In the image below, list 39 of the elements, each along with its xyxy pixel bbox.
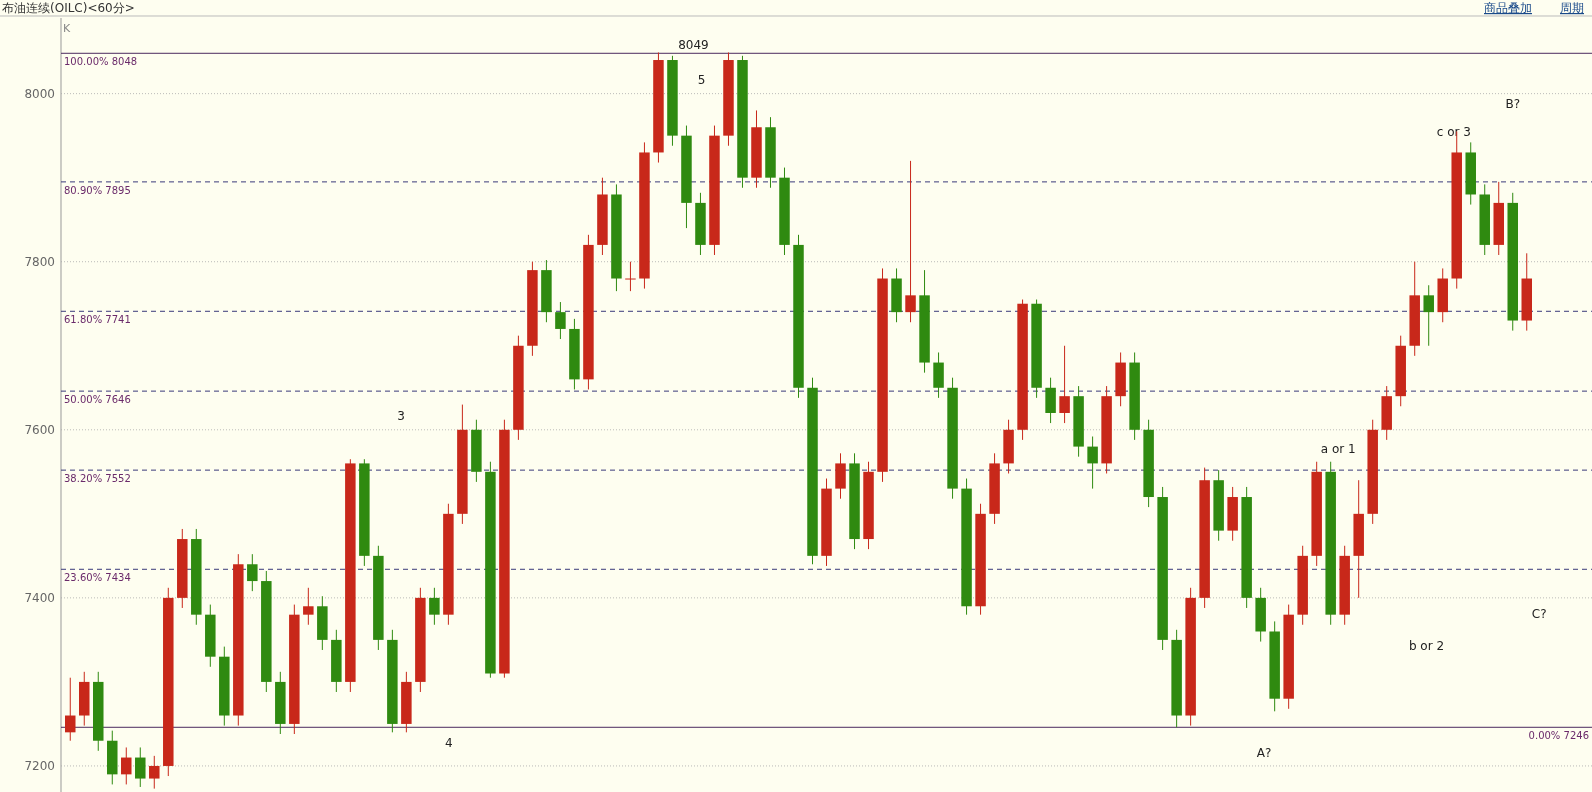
ref-line-label: 50.00% 7646 [64, 394, 131, 406]
annotation: A? [1256, 746, 1272, 761]
candlestick [65, 677, 76, 742]
candlestick [303, 587, 314, 626]
annotation: C? [1531, 607, 1547, 622]
text: 周期 [1560, 1, 1584, 15]
candlestick [625, 261, 636, 292]
ref-line-label: 80.90% 7895 [64, 184, 131, 196]
annotation: 8049 [678, 38, 709, 53]
y-tick-label: 7800 [24, 254, 55, 269]
annotation: b or 2 [1408, 638, 1445, 653]
candlestick [905, 160, 916, 323]
candlestick [555, 301, 566, 340]
candlestick [1087, 436, 1098, 490]
candlestick [121, 746, 132, 785]
y-axis-title: K [63, 22, 71, 35]
ref-line-label: 23.60% 7434 [64, 572, 131, 584]
candlestick [1423, 284, 1434, 347]
candlestick [247, 553, 258, 592]
annotation: c or 3 [1436, 124, 1471, 139]
ref-line-label: 61.80% 7741 [64, 314, 131, 326]
annotation: B? [1505, 96, 1521, 111]
y-tick-label: 7200 [24, 758, 55, 773]
text: 商品叠加 [1484, 1, 1532, 15]
ref-line-label: 100.00% 8048 [64, 56, 138, 68]
candlestick [429, 587, 440, 626]
y-tick-label: 7400 [24, 590, 55, 605]
chart-title: 布油连续(OILC)<60分> [2, 1, 135, 15]
annotation: a or 1 [1320, 441, 1356, 456]
candlestick [1059, 345, 1070, 424]
annotation: 4 [444, 736, 453, 751]
y-tick-label: 8000 [24, 86, 55, 101]
annotation: 3 [397, 409, 405, 424]
candlestick [135, 746, 146, 788]
y-tick-label: 7600 [24, 422, 55, 437]
annotation: 5 [697, 73, 706, 88]
ref-line-label: 0.00% 7246 [1528, 730, 1589, 742]
candlestick [149, 755, 160, 790]
ref-line-label: 38.20% 7552 [64, 473, 131, 485]
